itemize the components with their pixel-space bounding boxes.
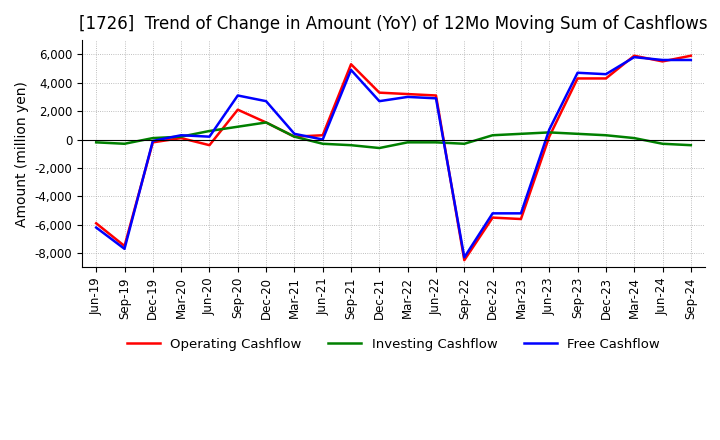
Free Cashflow <box>205 134 214 139</box>
Operating Cashflow <box>347 62 356 67</box>
Free Cashflow <box>120 246 129 252</box>
Operating Cashflow <box>318 132 327 138</box>
Investing Cashflow <box>602 132 611 138</box>
Line: Free Cashflow: Free Cashflow <box>96 57 691 257</box>
Operating Cashflow <box>262 120 271 125</box>
Investing Cashflow <box>658 141 667 147</box>
Investing Cashflow <box>148 136 157 141</box>
Free Cashflow <box>460 255 469 260</box>
Operating Cashflow <box>573 76 582 81</box>
Investing Cashflow <box>488 132 497 138</box>
Investing Cashflow <box>687 143 696 148</box>
Free Cashflow <box>687 57 696 62</box>
Operating Cashflow <box>602 76 611 81</box>
Operating Cashflow <box>120 243 129 249</box>
Free Cashflow <box>318 137 327 142</box>
Free Cashflow <box>573 70 582 75</box>
Free Cashflow <box>177 132 186 138</box>
Operating Cashflow <box>92 220 101 226</box>
Operating Cashflow <box>630 53 639 59</box>
Operating Cashflow <box>177 136 186 141</box>
Operating Cashflow <box>233 107 242 112</box>
Investing Cashflow <box>573 131 582 136</box>
Investing Cashflow <box>290 134 299 139</box>
Free Cashflow <box>347 67 356 73</box>
Free Cashflow <box>488 211 497 216</box>
Free Cashflow <box>375 99 384 104</box>
Operating Cashflow <box>375 90 384 95</box>
Line: Operating Cashflow: Operating Cashflow <box>96 56 691 260</box>
Operating Cashflow <box>460 257 469 263</box>
Operating Cashflow <box>290 134 299 139</box>
Operating Cashflow <box>432 93 441 98</box>
Operating Cashflow <box>658 59 667 64</box>
Y-axis label: Amount (million yen): Amount (million yen) <box>15 81 29 227</box>
Operating Cashflow <box>517 216 526 222</box>
Free Cashflow <box>262 99 271 104</box>
Investing Cashflow <box>517 131 526 136</box>
Free Cashflow <box>517 211 526 216</box>
Line: Investing Cashflow: Investing Cashflow <box>96 122 691 148</box>
Free Cashflow <box>148 138 157 143</box>
Investing Cashflow <box>92 140 101 145</box>
Investing Cashflow <box>630 136 639 141</box>
Legend: Operating Cashflow, Investing Cashflow, Free Cashflow: Operating Cashflow, Investing Cashflow, … <box>122 333 665 356</box>
Investing Cashflow <box>177 134 186 139</box>
Investing Cashflow <box>432 140 441 145</box>
Operating Cashflow <box>148 140 157 145</box>
Operating Cashflow <box>403 92 412 97</box>
Operating Cashflow <box>488 215 497 220</box>
Investing Cashflow <box>460 141 469 147</box>
Operating Cashflow <box>205 143 214 148</box>
Free Cashflow <box>602 72 611 77</box>
Investing Cashflow <box>545 130 554 135</box>
Operating Cashflow <box>545 134 554 139</box>
Free Cashflow <box>630 55 639 60</box>
Investing Cashflow <box>233 124 242 129</box>
Free Cashflow <box>290 131 299 136</box>
Investing Cashflow <box>347 143 356 148</box>
Investing Cashflow <box>120 141 129 147</box>
Free Cashflow <box>403 94 412 99</box>
Free Cashflow <box>658 57 667 62</box>
Free Cashflow <box>92 225 101 230</box>
Title: [1726]  Trend of Change in Amount (YoY) of 12Mo Moving Sum of Cashflows: [1726] Trend of Change in Amount (YoY) o… <box>79 15 708 33</box>
Investing Cashflow <box>403 140 412 145</box>
Investing Cashflow <box>205 128 214 134</box>
Investing Cashflow <box>262 120 271 125</box>
Free Cashflow <box>233 93 242 98</box>
Free Cashflow <box>432 95 441 101</box>
Investing Cashflow <box>318 141 327 147</box>
Operating Cashflow <box>687 53 696 59</box>
Investing Cashflow <box>375 145 384 150</box>
Free Cashflow <box>545 127 554 132</box>
